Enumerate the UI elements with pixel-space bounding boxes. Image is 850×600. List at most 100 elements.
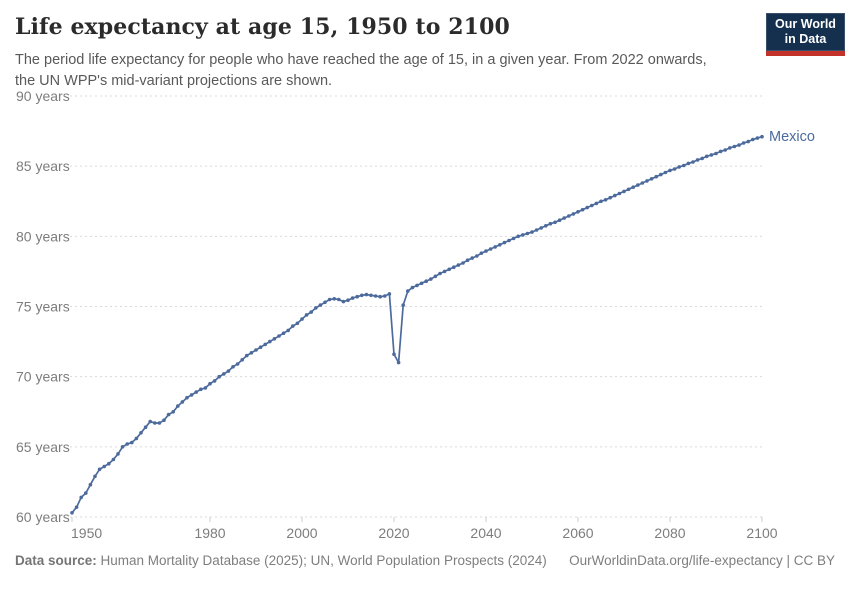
data-point-marker — [176, 404, 180, 408]
x-axis-tick-label: 2100 — [746, 525, 777, 541]
data-point-marker — [613, 193, 617, 198]
data-point-marker — [341, 299, 346, 304]
data-source-text: Human Mortality Database (2025); UN, Wor… — [96, 553, 547, 568]
data-point-marker — [548, 221, 553, 226]
data-point-marker — [714, 151, 718, 156]
data-point-marker — [438, 271, 442, 276]
data-point-marker — [461, 261, 465, 265]
data-point-marker — [139, 431, 143, 435]
data-point-marker — [433, 274, 438, 279]
data-source-label: Data source: — [15, 553, 97, 568]
data-point-marker — [631, 185, 635, 189]
data-point-marker — [626, 187, 631, 192]
data-point-marker — [369, 293, 373, 298]
data-source-note[interactable]: Data source: Human Mortality Database (2… — [15, 552, 547, 570]
data-point-marker — [470, 256, 475, 260]
chart-title: Life expectancy at age 15, 1950 to 2100 — [15, 14, 510, 40]
data-point-marker — [235, 362, 240, 366]
data-point-marker — [272, 337, 277, 341]
data-point-marker — [498, 243, 502, 247]
data-point-marker — [429, 277, 433, 281]
data-point-marker — [93, 474, 97, 479]
data-point-marker — [424, 279, 429, 283]
data-point-marker — [617, 191, 622, 196]
data-point-marker — [576, 210, 580, 214]
data-point-marker — [410, 285, 415, 290]
data-point-marker — [309, 310, 314, 314]
mexico-end-label[interactable]: Mexico — [769, 129, 815, 145]
owid-logo-line1: Our World — [775, 17, 836, 32]
data-point-marker — [419, 281, 424, 286]
x-axis-tick-label: 2020 — [378, 525, 409, 541]
data-point-marker — [217, 374, 221, 379]
y-axis-tick-label: 65 years — [16, 439, 70, 455]
data-point-marker — [249, 351, 254, 355]
data-point-marker — [636, 183, 640, 187]
data-point-marker — [171, 410, 175, 414]
data-point-marker — [134, 436, 139, 441]
data-point-marker — [415, 283, 419, 288]
data-point-marker — [70, 511, 74, 515]
owid-logo-red-bar — [766, 51, 845, 56]
mexico-line[interactable] — [71, 135, 763, 514]
y-axis-tick-label: 70 years — [16, 369, 70, 385]
data-point-marker — [332, 297, 337, 301]
data-point-marker — [304, 313, 309, 317]
data-point-marker — [392, 352, 396, 357]
owid-logo-box: Our World in Data — [766, 13, 845, 51]
data-point-marker — [562, 216, 566, 220]
data-point-marker — [718, 149, 723, 154]
owid-logo[interactable]: Our World in Data — [766, 13, 845, 56]
data-point-marker — [107, 461, 111, 466]
data-point-marker — [663, 170, 668, 175]
data-point-marker — [240, 358, 244, 362]
data-point-marker — [263, 342, 268, 347]
data-point-marker — [544, 224, 548, 228]
data-point-marker — [185, 395, 189, 400]
data-point-marker — [580, 207, 585, 212]
data-point-marker — [442, 269, 447, 274]
data-point-marker — [226, 369, 231, 373]
data-point-marker — [148, 419, 152, 424]
data-point-marker — [120, 445, 125, 449]
data-point-marker — [166, 412, 171, 417]
data-point-marker — [327, 297, 332, 302]
data-point-marker — [258, 345, 263, 350]
data-point-marker — [691, 160, 695, 164]
data-point-marker — [212, 379, 217, 383]
data-point-marker — [484, 249, 488, 253]
data-point-marker — [194, 390, 198, 394]
data-point-marker — [608, 195, 612, 200]
data-point-marker — [116, 452, 120, 456]
data-point-marker — [728, 146, 732, 150]
data-point-marker — [521, 233, 525, 237]
data-point-marker — [746, 139, 750, 144]
owid-logo-line2: in Data — [784, 32, 827, 46]
data-point-marker — [760, 134, 764, 139]
chart-subtitle: The period life expectancy for people wh… — [15, 52, 707, 89]
data-point-marker — [695, 158, 700, 162]
data-point-marker — [649, 177, 654, 181]
x-axis-tick-label: 1980 — [194, 525, 225, 541]
data-point-marker — [157, 421, 162, 425]
owid-url-link[interactable]: OurWorldinData.org/life-expectancy | CC … — [569, 553, 835, 568]
y-axis-tick-label: 60 years — [16, 509, 70, 525]
line-chart-plot[interactable]: 60 years 65 years 70 years 75 years 80 years… — [0, 86, 850, 546]
data-point-marker — [516, 234, 520, 239]
data-point-marker — [373, 294, 378, 298]
data-point-marker — [291, 324, 295, 328]
y-axis-tick-label: 90 years — [16, 88, 70, 104]
data-point-marker — [677, 165, 681, 169]
data-point-marker — [268, 339, 272, 344]
data-point-marker — [530, 230, 534, 234]
data-point-marker — [102, 464, 106, 469]
data-point-marker — [539, 226, 543, 230]
data-point-marker — [755, 136, 760, 140]
x-axis-tick-label: 2040 — [470, 525, 501, 541]
data-point-marker — [672, 167, 677, 171]
y-axis-tick-label: 75 years — [16, 299, 70, 315]
data-point-marker — [507, 238, 511, 243]
data-point-marker — [318, 303, 323, 307]
data-point-marker — [585, 205, 589, 210]
